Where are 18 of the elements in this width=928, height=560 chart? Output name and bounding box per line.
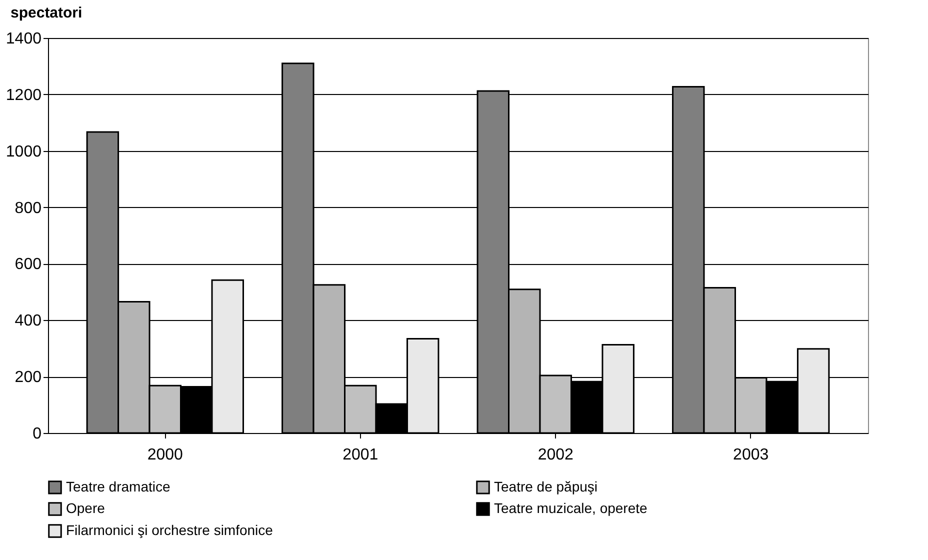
y-tick-label: 600: [14, 256, 42, 274]
y-tick-label: 400: [14, 312, 42, 330]
x-tick-label: 2003: [733, 446, 769, 464]
x-tick-label: 2002: [538, 446, 574, 464]
y-axis-title: spectatori: [10, 4, 82, 22]
x-tick-label: 2000: [147, 446, 184, 464]
legend-label: Opere: [66, 500, 106, 516]
legend-label: Filarmonici şi orchestre simfonice: [66, 522, 274, 538]
y-tick-label: 1000: [6, 143, 42, 160]
y-tick-label: 0: [32, 426, 42, 442]
legend-label: Teatre dramatice: [66, 478, 170, 494]
legend-label: Teatre de păpuşi: [494, 478, 598, 494]
y-tick-label: 800: [14, 200, 42, 217]
y-tick-label: 1200: [6, 86, 42, 104]
x-tick-label: 2001: [342, 446, 378, 464]
legend-label: Teatre muzicale, operete: [494, 500, 648, 516]
y-tick-label: 200: [14, 369, 42, 386]
y-tick-label: 1400: [6, 30, 42, 48]
